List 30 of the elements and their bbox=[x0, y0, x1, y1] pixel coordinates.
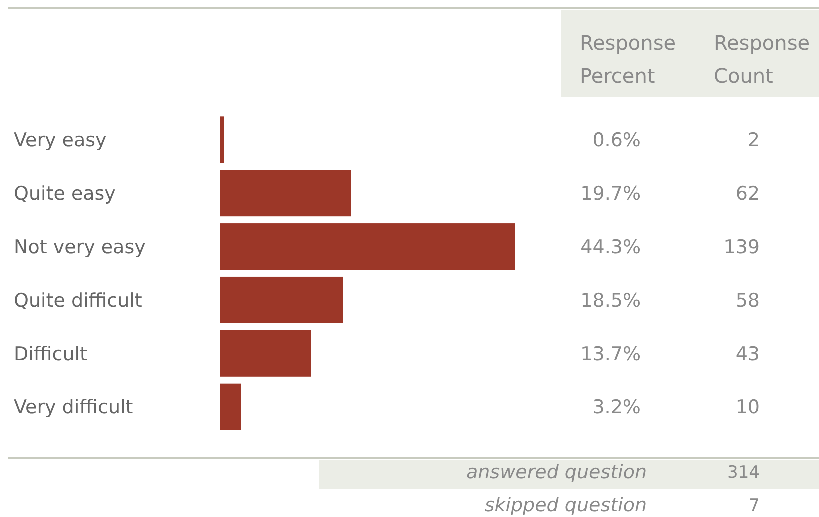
y-tick-label: Difficult bbox=[14, 343, 88, 366]
y-tick-label: Very easy bbox=[14, 130, 107, 152]
text: skipped question bbox=[484, 494, 647, 517]
data-label: 13.7% bbox=[580, 343, 641, 366]
bar bbox=[220, 330, 312, 377]
bar bbox=[220, 170, 352, 217]
text: 62 bbox=[736, 183, 760, 205]
y-tick-label: Very difficult bbox=[14, 396, 134, 419]
text: Response Percent bbox=[580, 31, 676, 88]
y-tick-label: Not very easy bbox=[14, 236, 146, 258]
data-label: 19.7% bbox=[580, 183, 641, 205]
text: Response Count bbox=[714, 31, 810, 88]
text: 58 bbox=[736, 290, 760, 312]
data-label: 3.2% bbox=[592, 396, 641, 419]
text: 2 bbox=[748, 130, 760, 152]
data-label: 0.6% bbox=[592, 130, 641, 152]
data-label: 44.3% bbox=[580, 236, 641, 258]
data-label: 18.5% bbox=[580, 290, 641, 312]
bar bbox=[220, 276, 344, 324]
bar bbox=[220, 384, 242, 430]
text: 43 bbox=[736, 343, 760, 366]
y-tick-label: Quite easy bbox=[14, 183, 116, 205]
bar bbox=[220, 224, 515, 270]
text: 314 bbox=[728, 462, 760, 483]
text: 139 bbox=[724, 236, 760, 258]
text: 7 bbox=[749, 496, 760, 516]
text: 10 bbox=[736, 396, 760, 419]
bar bbox=[220, 116, 224, 164]
text: answered question bbox=[466, 462, 647, 484]
y-tick-label: Quite difficult bbox=[14, 290, 142, 312]
